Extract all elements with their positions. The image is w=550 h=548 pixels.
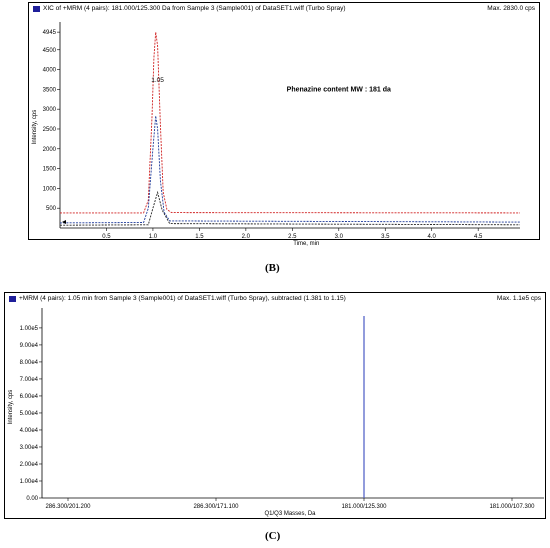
chromatogram-header: XIC of +MRM (4 pairs): 181.000/125.300 D… [29, 3, 539, 15]
chromatogram-y-tick-label: 2500 [43, 127, 57, 133]
panel-b-caption: (B) [265, 262, 280, 274]
chromatogram-y-tick-label: 4000 [43, 68, 57, 74]
chromatogram-y-tick-label: 2000 [43, 147, 57, 153]
chromatogram-x-tick-label: 3.5 [381, 234, 390, 240]
series-marker-icon [9, 296, 16, 302]
chromatogram-series-line [60, 32, 521, 214]
chromatogram-x-tick-label: 1.5 [195, 234, 204, 240]
chromatogram-x-tick-label: 0.5 [102, 234, 111, 240]
mrm-spectrum-panel: +MRM (4 pairs): 1.05 min from Sample 3 (… [4, 292, 546, 519]
mrm-y-tick-label: 3.00e4 [20, 445, 39, 451]
chromatogram-y-tick-label: 4500 [43, 48, 57, 54]
mrm-y-tick-label: 5.00e4 [20, 411, 39, 417]
panel-c-caption: (C) [265, 530, 281, 542]
chromatogram-series-line [59, 190, 521, 226]
chromatogram-x-tick-label: 4.0 [428, 234, 437, 240]
mrm-y-tick-label: 4.00e4 [20, 428, 39, 434]
chromatogram-y-tick-label: 3500 [43, 87, 57, 93]
chromatogram-annotation: Phenazine content MW : 181 da [287, 86, 391, 93]
mrm-y-tick-label: 8.00e4 [20, 360, 39, 366]
series-marker-icon [33, 6, 40, 12]
mrm-x-tick-label: 286.300/171.100 [193, 504, 239, 510]
chromatogram-peak-label: 1.05 [151, 77, 164, 84]
chromatogram-panel: XIC of +MRM (4 pairs): 181.000/125.300 D… [28, 2, 540, 240]
chromatogram-x-axis-label: Time, min [293, 241, 319, 247]
mrm-y-tick-label: 9.00e4 [20, 343, 39, 349]
chromatogram-y-tick-label: 4945 [43, 30, 57, 36]
chromatogram-series-line [59, 115, 521, 224]
chromatogram-y-tick-label: 500 [46, 206, 57, 212]
mrm-x-tick-label: 181.000/125.300 [341, 504, 387, 510]
mrm-y-tick-label: 0.00 [26, 496, 38, 502]
mrm-y-axis-label: Intensity, cps [8, 390, 14, 425]
chromatogram-x-tick-label: 3.0 [335, 234, 344, 240]
chromatogram-y-tick-label: 3000 [43, 107, 57, 113]
chromatogram-y-tick-label: 1500 [43, 167, 57, 173]
mrm-y-tick-label: 2.00e4 [20, 462, 39, 468]
mrm-bar [363, 316, 365, 498]
mrm-x-tick-label: 181.000/107.300 [489, 504, 535, 510]
mrm-y-tick-label: 1.00e5 [20, 326, 39, 332]
chromatogram-y-axis-label: Intensity, cps [32, 110, 38, 145]
mrm-x-axis-label: Q1/Q3 Masses, Da [264, 511, 316, 517]
chromatogram-x-tick-label: 2.5 [288, 234, 297, 240]
chromatogram-x-tick-label: 4.5 [474, 234, 483, 240]
mrm-y-tick-label: 1.00e4 [20, 479, 39, 485]
chromatogram-start-marker-icon [62, 220, 66, 225]
chromatogram-y-tick-label: 1000 [43, 186, 57, 192]
chromatogram-max-label: Max. 2830.0 cps [487, 5, 535, 12]
chromatogram-x-tick-label: 1.0 [149, 234, 158, 240]
mrm-spectrum-header: +MRM (4 pairs): 1.05 min from Sample 3 (… [5, 293, 545, 305]
chromatogram-title: XIC of +MRM (4 pairs): 181.000/125.300 D… [43, 5, 346, 12]
mrm-x-tick-label: 286.300/201.200 [45, 504, 91, 510]
mrm-spectrum-max-label: Max. 1.1e5 cps [496, 295, 541, 302]
chromatogram-x-tick-label: 2.0 [242, 234, 251, 240]
mrm-y-tick-label: 7.00e4 [20, 377, 39, 383]
mrm-spectrum-title: +MRM (4 pairs): 1.05 min from Sample 3 (… [19, 295, 346, 302]
mrm-y-tick-label: 6.00e4 [20, 394, 39, 400]
